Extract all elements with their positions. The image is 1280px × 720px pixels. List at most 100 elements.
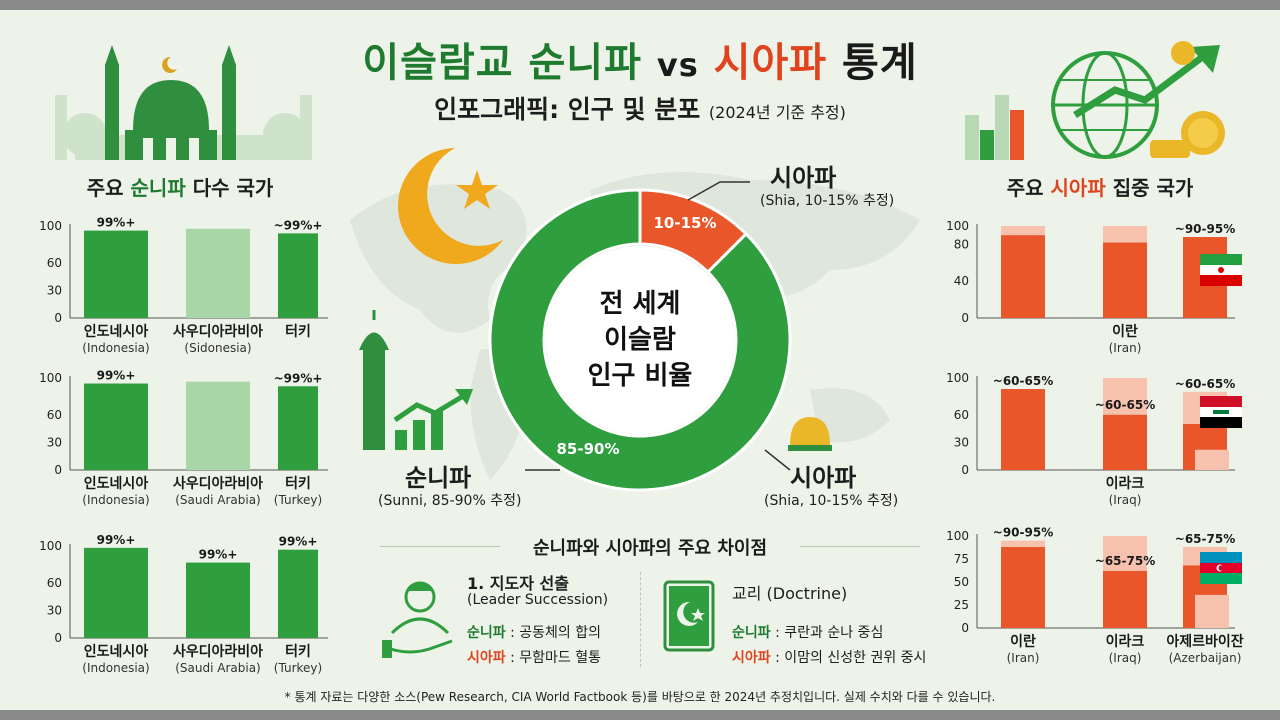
y-tick-label: 0 [961,621,969,635]
bar-0 [84,230,148,318]
category-label: 사우디아라비아 [173,323,263,340]
data-label: 99%+ [97,216,136,230]
category-label: 이라크 [1106,633,1145,650]
category-label: 인도네시아 [84,643,149,660]
bar-0 [84,547,148,638]
category-label: 터키 [285,324,311,340]
category-label: 터키 [285,476,311,492]
donut-center-line2: 이슬람 [604,325,676,355]
y-tick-label: 60 [47,408,62,422]
bar-0 [1001,389,1045,470]
y-tick-label: 100 [39,219,62,233]
category-label: 사우디아라비아 [173,475,263,492]
y-tick-label: 0 [54,463,62,477]
top-edge [0,0,1280,10]
category-label-en: (Sidonesia) [184,341,251,355]
bar-0 [1001,235,1045,318]
y-tick-label: 30 [47,603,62,617]
diff1-shia-key: 시아파 [467,650,506,666]
category-label-en: (Indonesia) [82,493,149,507]
y-tick-label: 30 [47,283,62,297]
mosque-icon [55,45,312,160]
divider-left [380,546,500,547]
bar-1 [1103,414,1147,470]
donut-label-shia: 10-15% [653,214,716,232]
diff1-title: 1. 지도자 선출 [467,574,569,593]
data-label: ~60-65% [993,374,1053,388]
y-tick-label: 75 [954,552,969,566]
y-tick-label: 0 [961,463,969,477]
right-heading-key: 시아파 [1050,176,1106,200]
data-label: ~90-95% [1175,222,1235,236]
quran-book-icon [663,580,715,652]
y-tick-label: 100 [39,539,62,553]
diff2-shia: 시아파 : 이맘의 신성한 권위 중시 [732,647,926,667]
small-dome-icon [788,417,832,451]
y-tick-label: 0 [961,311,969,325]
diff2-sunni-val: : 쿠란과 순나 중심 [775,625,884,641]
donut-chart: 10-15% 85-90% [488,188,792,492]
category-label: 인도네시아 [84,323,149,340]
left-section-heading: 주요 순니파 다수 국가 [30,172,330,201]
y-tick-label: 80 [954,237,969,251]
diff2-sunni-key: 순니파 [732,625,771,641]
donut-center-line1: 전 세계 [599,289,681,319]
title-stats: 통계 [842,40,918,86]
diff1-sunni-val: : 공동체의 합의 [510,625,601,641]
shia-top-sub: (Shia, 10-15% 추정) [760,193,895,209]
flag-azerbaijan-icon [1200,552,1242,584]
bar-1 [1103,242,1147,318]
page-subtitle: 인포그래픽: 인구 및 분포 (2024년 기준 추정) [0,90,1280,126]
shia-bottom-sub: (Shia, 10-15% 추정) [764,493,899,509]
category-label: 이라크 [1106,475,1145,492]
diff1-sunni-key: 순니파 [467,625,506,641]
sunni-label: 순니파 [405,464,472,492]
shia-top-label: 시아파 [770,164,837,192]
donut-leader-lines [525,181,791,471]
category-label-en: (Indonesia) [82,341,149,355]
globe-growth-icon [965,41,1225,160]
bar-1 [186,228,250,318]
category-label-en: (Saudi Arabia) [175,493,261,507]
data-label: ~60-65% [1095,398,1155,412]
data-label: ~65-75% [1095,554,1155,568]
bar-extra [1195,594,1229,628]
page-title: 이슬람교 순니파 vs 시아파 통계 [0,30,1280,88]
left-heading-pre: 주요 [86,176,124,200]
bar-2 [278,233,318,318]
data-label: 99%+ [97,533,136,547]
y-tick-label: 100 [946,371,969,385]
y-tick-label: 100 [946,529,969,543]
data-label: ~99%+ [274,218,323,232]
title-vs: vs [656,46,699,84]
diff2-title: 교리 (Doctrine) [732,584,848,603]
data-label: ~60-65% [1175,377,1235,391]
data-label: ~99%+ [274,371,323,385]
right-section-heading: 주요 시아파 집중 국가 [950,172,1250,201]
category-label: 이란 [1010,633,1036,650]
category-label: 아제르바이잔 [1166,633,1243,650]
y-tick-label: 40 [954,274,969,288]
diff2-sunni: 순니파 : 쿠란과 순나 중심 [732,622,883,642]
category-label: 사우디아라비아 [173,643,263,660]
flag-iraq-icon [1200,396,1242,428]
donut-hole [546,246,734,434]
shia-chart-3: 0 25 50 75 100 ~90-95% 이란(Iran) ~65-75% 이라크(Iraq… [946,526,1244,665]
diff1-shia: 시아파 : 무함마드 혈통 [467,647,601,667]
right-heading-post: 집중 국가 [1112,176,1194,200]
category-label: 이란 [1112,323,1138,340]
flag-iran-icon [1200,254,1242,286]
y-tick-label: 0 [54,631,62,645]
coins-icon [1150,41,1225,158]
crescent-star-icon [398,148,503,264]
y-tick-label: 30 [954,435,969,449]
footnote: * 통계 자료는 다양한 소스(Pew Research, CIA World … [284,690,996,704]
category-label-en: (Turkey) [274,661,322,675]
divider-right [800,546,920,547]
data-label: 99%+ [199,548,238,562]
bar-0 [84,383,148,470]
diff1-sunni: 순니파 : 공동체의 합의 [467,622,601,642]
shia-chart-1: 0 40 80 100 이란(Iran) ~90-95% [946,219,1235,355]
bar-extra [1195,449,1229,470]
bar-1 [186,381,250,470]
